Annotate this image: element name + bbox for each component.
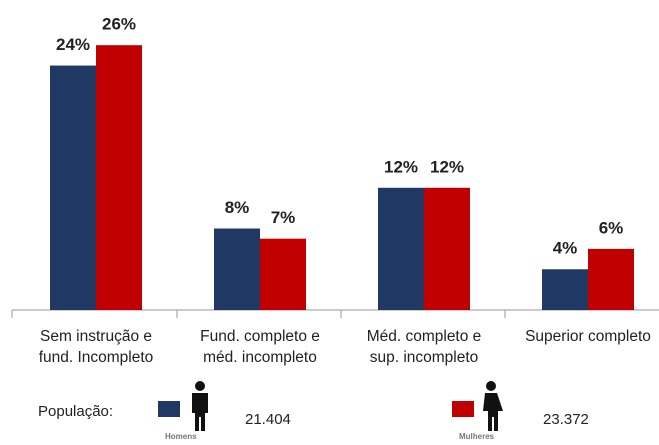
legend-swatch xyxy=(452,401,474,417)
x-tick-label: Fund. completo e xyxy=(200,328,320,345)
bar xyxy=(588,248,634,310)
value-label: 7% xyxy=(271,208,296,227)
value-label: 12% xyxy=(384,157,418,176)
x-tick-label: Sem instrução e xyxy=(40,328,152,345)
value-label: 24% xyxy=(56,35,90,54)
bar xyxy=(50,65,96,310)
male-icon xyxy=(192,381,208,431)
bar xyxy=(424,187,470,310)
value-label: 26% xyxy=(102,15,136,34)
legend-swatch xyxy=(158,401,180,417)
x-tick-label: fund. Incompleto xyxy=(39,349,154,366)
bar xyxy=(96,45,142,311)
x-tick-label: Méd. completo e xyxy=(367,328,482,345)
legend-name: Mulheres xyxy=(459,432,495,441)
bar xyxy=(214,228,260,310)
bar xyxy=(542,269,588,310)
female-icon xyxy=(483,381,503,431)
bar xyxy=(378,187,424,310)
value-label: 4% xyxy=(553,239,578,258)
value-label: 8% xyxy=(225,198,250,217)
population-count: 21.404 xyxy=(245,411,291,428)
x-tick-label: méd. incompleto xyxy=(203,349,317,366)
population-count: 23.372 xyxy=(543,411,589,428)
legend-label: População: xyxy=(38,403,113,420)
bar xyxy=(260,238,306,310)
x-tick-label: Superior completo xyxy=(525,328,651,345)
x-tick-label: sup. incompleto xyxy=(370,349,479,366)
legend-name: Homens xyxy=(165,432,197,441)
value-label: 12% xyxy=(430,157,464,176)
value-label: 6% xyxy=(599,218,624,237)
